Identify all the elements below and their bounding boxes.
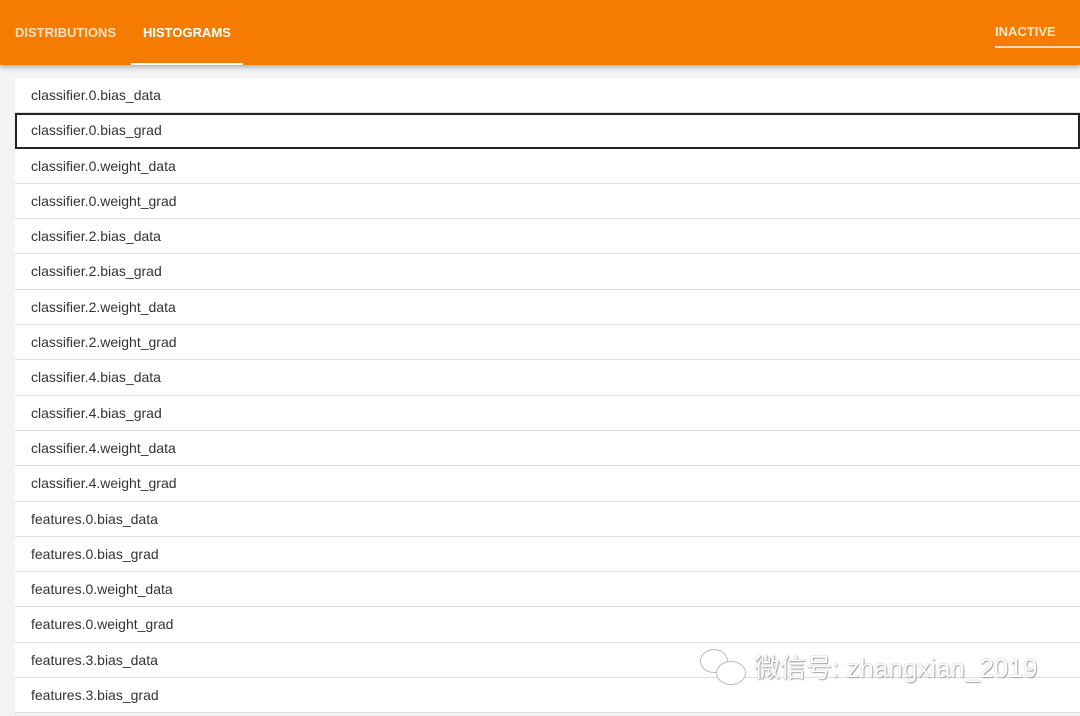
wechat-icon (700, 647, 746, 685)
tag-list-item[interactable]: classifier.0.bias_grad (15, 113, 1080, 149)
tag-list-item[interactable]: features.0.bias_data (15, 502, 1080, 537)
tag-list-item[interactable]: classifier.4.bias_grad (15, 396, 1080, 431)
tag-list-item[interactable]: classifier.4.weight_grad (15, 466, 1080, 502)
inactive-dropdown[interactable]: INACTIVE (995, 24, 1080, 48)
tag-list: classifier.0.bias_data classifier.0.bias_… (15, 78, 1080, 714)
tag-list-item[interactable]: features.0.bias_grad (15, 537, 1080, 573)
tag-list-item[interactable]: classifier.2.bias_data (15, 219, 1080, 255)
top-toolbar: DISTRIBUTIONS HISTOGRAMS INACTIVE (0, 0, 1080, 65)
tag-list-item[interactable]: features.0.weight_data (15, 572, 1080, 608)
tag-list-item[interactable]: features.3.bias_data (15, 643, 1080, 679)
tag-list-item[interactable]: classifier.0.weight_grad (15, 184, 1080, 220)
tab-histograms[interactable]: HISTOGRAMS (131, 0, 243, 65)
tag-list-item[interactable]: classifier.4.weight_data (15, 431, 1080, 467)
tab-distributions[interactable]: DISTRIBUTIONS (15, 25, 117, 40)
tag-list-item[interactable]: classifier.2.weight_grad (15, 325, 1080, 361)
tag-list-item[interactable]: classifier.0.bias_data (15, 78, 1080, 114)
watermark: 微信号: zhangxian_2019 (700, 646, 1037, 686)
tag-list-item[interactable]: classifier.2.bias_grad (15, 254, 1080, 290)
tag-list-item[interactable]: classifier.0.weight_data (15, 149, 1080, 184)
tag-list-item[interactable]: classifier.2.weight_data (15, 290, 1080, 326)
tag-list-item[interactable]: features.0.weight_grad (15, 607, 1080, 643)
watermark-text: 微信号: zhangxian_2019 (754, 652, 1038, 683)
tag-list-item[interactable]: features.3.bias_grad (15, 678, 1080, 714)
tag-list-item[interactable]: classifier.4.bias_data (15, 360, 1080, 396)
